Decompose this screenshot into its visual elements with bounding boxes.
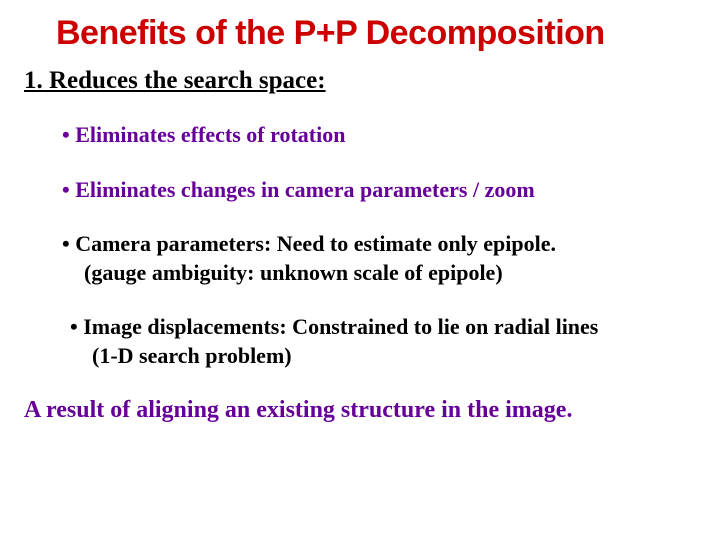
section-heading: 1. Reduces the search space: xyxy=(0,67,720,95)
bullet-text: • Image displacements: Constrained to li… xyxy=(70,314,598,339)
bullet-item: • Image displacements: Constrained to li… xyxy=(62,313,720,370)
bullet-item: • Camera parameters: Need to estimate on… xyxy=(62,230,720,287)
bullet-list: • Eliminates effects of rotation • Elimi… xyxy=(0,121,720,371)
bullet-item: • Eliminates effects of rotation xyxy=(62,121,720,150)
footer-statement: A result of aligning an existing structu… xyxy=(0,397,720,424)
bullet-continuation: (gauge ambiguity: unknown scale of epipo… xyxy=(62,259,720,288)
bullet-continuation: (1-D search problem) xyxy=(70,342,720,371)
bullet-text: • Eliminates effects of rotation xyxy=(62,122,345,147)
bullet-item: • Eliminates changes in camera parameter… xyxy=(62,176,720,205)
bullet-text: • Camera parameters: Need to estimate on… xyxy=(62,231,556,256)
slide-title: Benefits of the P+P Decomposition xyxy=(0,0,720,53)
bullet-text: • Eliminates changes in camera parameter… xyxy=(62,177,535,202)
